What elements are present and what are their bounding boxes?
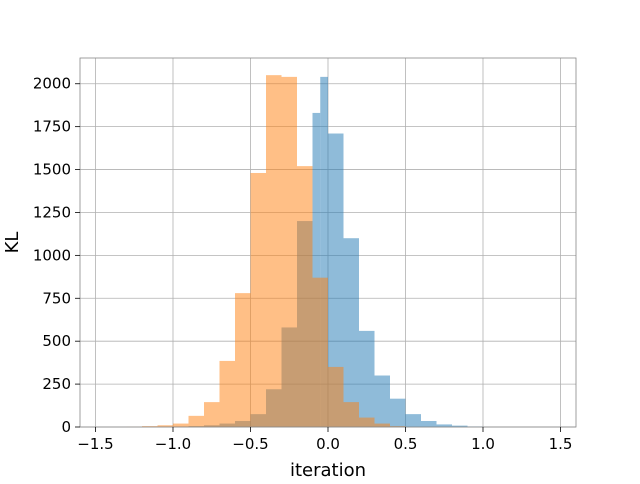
x-tick-label: 1.0 bbox=[471, 435, 495, 453]
x-tick-label: −1.0 bbox=[155, 435, 191, 453]
histogram-bar-series-1 bbox=[344, 238, 360, 427]
y-tick-label: 0 bbox=[61, 418, 71, 436]
histogram-bar-series-2 bbox=[359, 418, 375, 427]
histogram-bar-series-1 bbox=[359, 331, 375, 427]
x-tick-label: 0.5 bbox=[394, 435, 418, 453]
histogram-bar-series-2 bbox=[204, 402, 220, 427]
histogram-bar-series-2 bbox=[220, 361, 236, 427]
histogram-bar-series-1 bbox=[375, 376, 391, 427]
histogram-bar-series-1 bbox=[390, 399, 406, 427]
y-tick-label: 500 bbox=[42, 332, 71, 350]
histogram-bar-series-2 bbox=[297, 166, 313, 427]
bars-layer bbox=[127, 75, 484, 427]
histogram-bar-series-1 bbox=[406, 414, 422, 427]
y-tick-label: 250 bbox=[42, 375, 71, 393]
x-axis-label: iteration bbox=[290, 460, 366, 480]
x-tick-label: −1.5 bbox=[77, 435, 113, 453]
x-tick-label: 1.5 bbox=[549, 435, 573, 453]
x-tick-label: 0.0 bbox=[316, 435, 340, 453]
histogram-bar-series-1 bbox=[421, 421, 437, 427]
histogram-bar-series-2 bbox=[266, 75, 282, 427]
x-tick-label: −0.5 bbox=[232, 435, 268, 453]
y-tick-label: 2000 bbox=[33, 75, 71, 93]
histogram-bar-series-2 bbox=[173, 424, 189, 427]
histogram-bar-series-2 bbox=[313, 278, 329, 427]
y-tick-label: 1500 bbox=[33, 161, 71, 179]
y-tick-label: 1750 bbox=[33, 118, 71, 136]
histogram-bar-series-2 bbox=[344, 402, 360, 427]
histogram-bar-series-2 bbox=[189, 416, 205, 427]
y-tick-label: 1000 bbox=[33, 246, 71, 264]
histogram-bar-series-2 bbox=[235, 293, 251, 427]
y-tick-label: 1250 bbox=[33, 203, 71, 221]
histogram-bar-series-2 bbox=[251, 173, 267, 427]
y-tick-label: 750 bbox=[42, 289, 71, 307]
histogram-bar-series-2 bbox=[375, 424, 391, 427]
histogram-bar-series-2 bbox=[328, 367, 344, 427]
y-axis-label: KL bbox=[2, 232, 23, 254]
histogram-bar-series-2 bbox=[282, 77, 298, 427]
